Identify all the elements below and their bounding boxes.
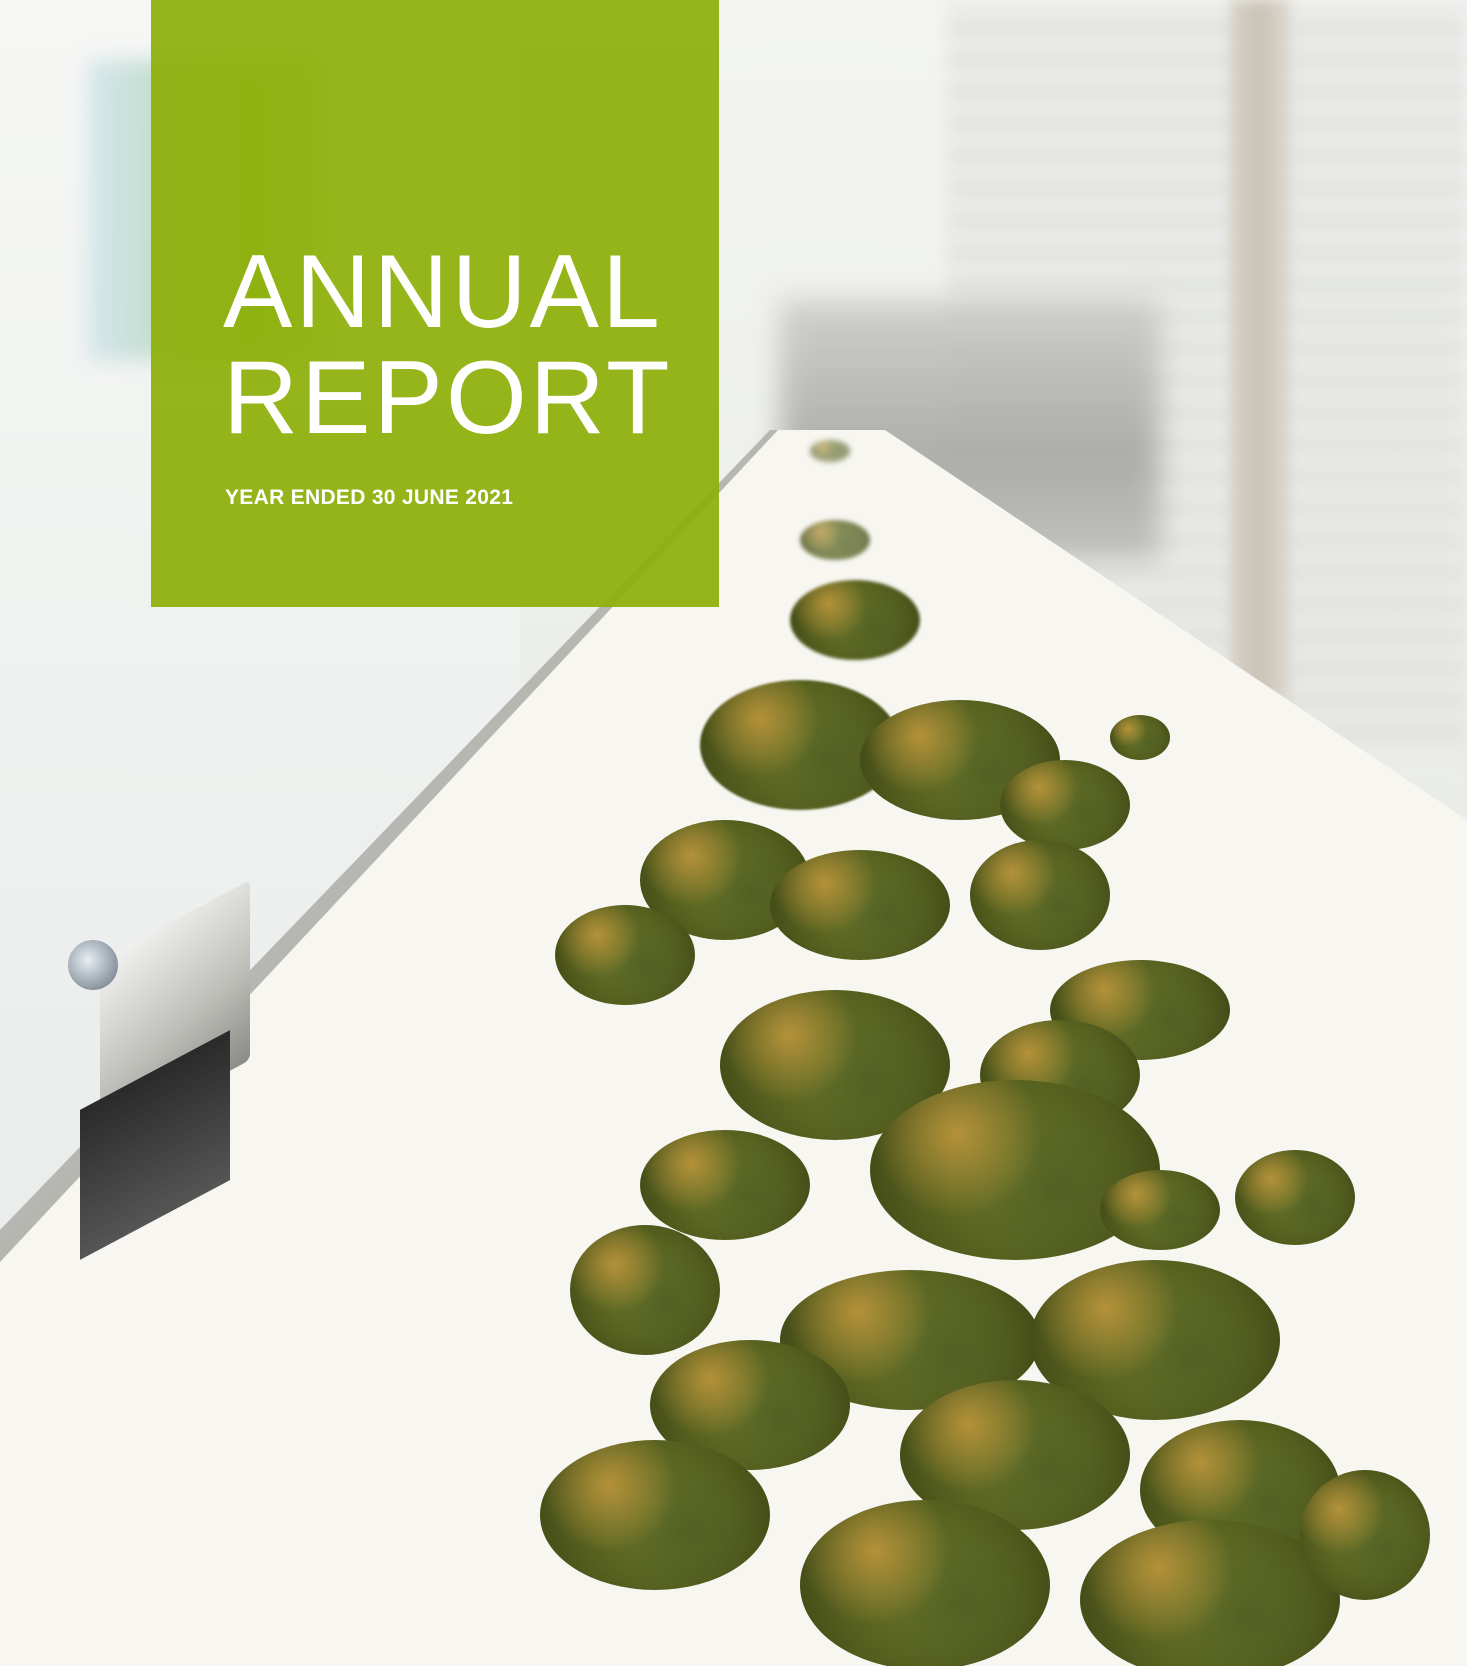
title-annual: ANNUAL	[223, 234, 663, 350]
bud	[570, 1225, 720, 1355]
bud	[1235, 1150, 1355, 1245]
metal-clamp	[40, 880, 300, 1260]
title-block: ANNUAL REPORT YEAR ENDED 30 JUNE 2021	[151, 0, 719, 607]
bud	[970, 840, 1110, 950]
bud	[555, 905, 695, 1005]
bud	[770, 850, 950, 960]
bud	[1080, 1520, 1340, 1666]
bud	[540, 1440, 770, 1590]
bud	[1000, 760, 1130, 850]
title-report: REPORT	[223, 340, 673, 456]
bud	[1100, 1170, 1220, 1250]
bud	[1300, 1470, 1430, 1600]
clamp-bolt	[68, 940, 118, 990]
bud	[810, 440, 850, 462]
bud	[1110, 715, 1170, 760]
bud	[790, 580, 920, 660]
background-pillar	[1230, 0, 1290, 700]
report-period: YEAR ENDED 30 JUNE 2021	[225, 486, 514, 509]
bud	[800, 1500, 1050, 1666]
bud	[800, 520, 870, 560]
bud	[640, 1130, 810, 1240]
